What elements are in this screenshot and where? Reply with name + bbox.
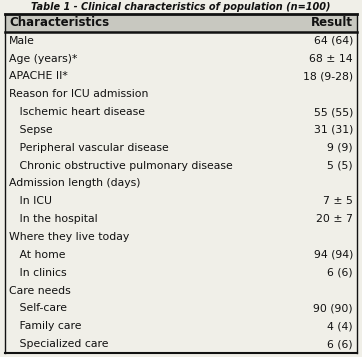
Text: Family care: Family care xyxy=(9,321,81,331)
Text: Age (years)*: Age (years)* xyxy=(9,54,77,64)
Text: In ICU: In ICU xyxy=(9,196,52,206)
Text: 4 (4): 4 (4) xyxy=(327,321,353,331)
Bar xyxy=(5,14,357,32)
Text: 94 (94): 94 (94) xyxy=(313,250,353,260)
Text: 55 (55): 55 (55) xyxy=(313,107,353,117)
Text: Peripheral vascular disease: Peripheral vascular disease xyxy=(9,143,169,153)
Text: 20 ± 7: 20 ± 7 xyxy=(316,214,353,224)
Text: 90 (90): 90 (90) xyxy=(313,303,353,313)
Text: Characteristics: Characteristics xyxy=(9,16,109,29)
Text: Self-care: Self-care xyxy=(9,303,67,313)
Text: APACHE II*: APACHE II* xyxy=(9,71,68,81)
Text: 7 ± 5: 7 ± 5 xyxy=(323,196,353,206)
Text: 6 (6): 6 (6) xyxy=(327,339,353,349)
Text: Male: Male xyxy=(9,36,35,46)
Text: Care needs: Care needs xyxy=(9,286,71,296)
Text: Result: Result xyxy=(311,16,353,29)
Text: In clinics: In clinics xyxy=(9,268,67,278)
Text: In the hospital: In the hospital xyxy=(9,214,98,224)
Text: 68 ± 14: 68 ± 14 xyxy=(310,54,353,64)
Text: 31 (31): 31 (31) xyxy=(313,125,353,135)
Text: Specialized care: Specialized care xyxy=(9,339,109,349)
Text: 9 (9): 9 (9) xyxy=(327,143,353,153)
Text: Ischemic heart disease: Ischemic heart disease xyxy=(9,107,145,117)
Text: At home: At home xyxy=(9,250,66,260)
Text: 5 (5): 5 (5) xyxy=(327,161,353,171)
Text: 18 (9-28): 18 (9-28) xyxy=(303,71,353,81)
Text: Admission length (days): Admission length (days) xyxy=(9,178,140,188)
Text: 6 (6): 6 (6) xyxy=(327,268,353,278)
Text: Sepse: Sepse xyxy=(9,125,52,135)
Text: Table 1 - Clinical characteristics of population (n=100): Table 1 - Clinical characteristics of po… xyxy=(31,2,331,12)
Text: Reason for ICU admission: Reason for ICU admission xyxy=(9,89,148,99)
Text: Chronic obstructive pulmonary disease: Chronic obstructive pulmonary disease xyxy=(9,161,233,171)
Text: Where they live today: Where they live today xyxy=(9,232,129,242)
Text: 64 (64): 64 (64) xyxy=(313,36,353,46)
